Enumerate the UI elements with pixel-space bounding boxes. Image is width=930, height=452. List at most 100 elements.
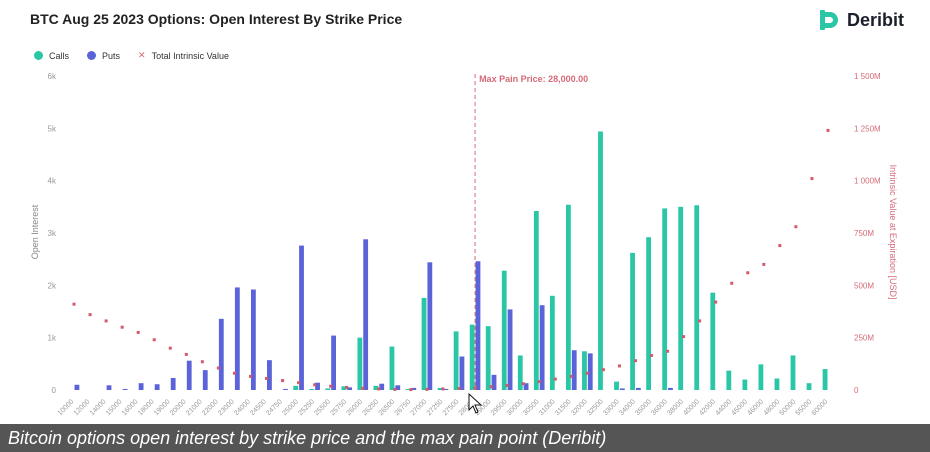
- x-tick-label: 24750: [265, 398, 284, 417]
- legend-item-puts[interactable]: Puts: [87, 51, 120, 61]
- calls-bar: [437, 387, 443, 390]
- x-tick-label: 30000: [506, 398, 525, 417]
- x-tick-label: 25500: [313, 398, 332, 417]
- x-tick-label: 20000: [169, 398, 188, 417]
- x-tick-label: 32000: [570, 398, 589, 417]
- y2-tick-label: 0: [854, 386, 859, 395]
- x-tick-label: 26750: [394, 398, 413, 417]
- y-tick-label: 6k: [48, 72, 57, 81]
- calls-bar: [373, 385, 379, 390]
- chart-title: BTC Aug 25 2023 Options: Open Interest B…: [30, 11, 403, 27]
- intrinsic-value-point: [297, 381, 301, 385]
- calls-bar: [582, 351, 587, 390]
- puts-bar: [202, 370, 208, 390]
- puts-bar: [267, 360, 272, 390]
- intrinsic-value-point: [682, 335, 686, 339]
- intrinsic-value-point: [441, 387, 445, 391]
- calls-bar: [501, 270, 507, 390]
- intrinsic-value-point: [409, 388, 413, 392]
- x-tick-label: 50000: [779, 398, 798, 417]
- puts-bar: [283, 388, 288, 390]
- puts-bar: [315, 382, 320, 390]
- calls-bar: [694, 205, 700, 390]
- y-tick-label: 5k: [48, 124, 57, 133]
- intrinsic-value-point: [393, 387, 397, 391]
- intrinsic-value-point: [168, 346, 172, 350]
- intrinsic-value-point: [72, 302, 76, 306]
- intrinsic-value-point: [377, 387, 381, 391]
- x-tick-label: 34000: [618, 398, 637, 417]
- calls-bar: [341, 386, 347, 390]
- calls-bar: [389, 346, 395, 390]
- intrinsic-swatch-icon: ✕: [138, 50, 146, 60]
- calls-bar: [549, 295, 555, 390]
- x-tick-label: 16000: [121, 398, 140, 417]
- intrinsic-value-point: [730, 281, 734, 285]
- intrinsic-value-point: [666, 349, 670, 353]
- legend-puts-label: Puts: [102, 50, 121, 61]
- puts-bar: [299, 245, 304, 390]
- intrinsic-value-point: [329, 384, 333, 388]
- intrinsic-value-point: [345, 385, 349, 389]
- puts-bar: [138, 383, 144, 390]
- puts-bar: [122, 388, 128, 390]
- puts-bar: [379, 383, 385, 390]
- intrinsic-value-point: [633, 359, 637, 363]
- puts-bar: [218, 318, 224, 390]
- x-tick-label: 32500: [586, 398, 605, 417]
- y2-tick-label: 250M: [854, 334, 874, 343]
- puts-bar: [331, 335, 336, 390]
- calls-bar: [485, 326, 491, 390]
- deribit-logo-icon: [819, 10, 838, 30]
- x-tick-label: 25000: [281, 398, 300, 417]
- intrinsic-value-point: [473, 386, 477, 390]
- x-tick-label: 18000: [137, 398, 156, 417]
- x-tick-label: 31000: [538, 398, 557, 417]
- puts-bar: [234, 287, 240, 390]
- x-tick-label: 36000: [650, 398, 669, 417]
- marks-layer: 0 1k 2k 3k 4k 5k 6k 0 250M 500M 750M 1 000M 1 250M 1 …: [48, 72, 881, 417]
- calls-bar: [566, 204, 571, 390]
- puts-bar: [363, 239, 369, 390]
- legend-calls-label: Calls: [49, 50, 70, 61]
- x-tick-label: 31500: [554, 398, 573, 417]
- y2-tick-label: 750M: [854, 229, 874, 238]
- legend-item-calls[interactable]: Calls: [34, 51, 69, 61]
- calls-bar: [614, 381, 619, 390]
- calls-bar: [293, 385, 299, 390]
- x-tick-label: 27250: [426, 398, 445, 417]
- puts-bar: [250, 289, 256, 390]
- intrinsic-value-point: [232, 371, 236, 375]
- intrinsic-value-point: [313, 383, 317, 387]
- intrinsic-value-point: [88, 313, 92, 317]
- intrinsic-value-point: [136, 330, 140, 334]
- y-tick-label: 1k: [48, 334, 57, 343]
- intrinsic-value-point: [505, 383, 509, 387]
- calls-bar: [774, 378, 780, 390]
- intrinsic-value-point: [810, 177, 814, 181]
- x-tick-label: 33000: [602, 398, 621, 417]
- puts-bar: [427, 262, 433, 390]
- intrinsic-value-point: [553, 377, 557, 381]
- puts-bar: [186, 360, 192, 390]
- intrinsic-value-point: [714, 300, 718, 304]
- calls-bar: [678, 206, 684, 390]
- calls-bar: [533, 211, 539, 390]
- x-tick-label: 23000: [217, 398, 236, 417]
- intrinsic-value-point: [248, 374, 252, 378]
- puts-bar: [411, 387, 417, 390]
- intrinsic-value-point: [569, 374, 573, 378]
- x-tick-label: 26250: [362, 398, 381, 417]
- intrinsic-value-point: [794, 225, 798, 229]
- calls-bar: [357, 337, 363, 390]
- intrinsic-value-point: [537, 380, 541, 384]
- intrinsic-value-point: [425, 387, 429, 391]
- calls-bar: [758, 364, 764, 390]
- intrinsic-value-point: [585, 371, 589, 375]
- legend-item-intrinsic[interactable]: ✕ Total Intrinsic Value: [138, 50, 229, 61]
- calls-bar: [742, 379, 748, 390]
- puts-bar: [635, 387, 641, 390]
- intrinsic-value-point: [104, 319, 108, 323]
- puts-bar: [619, 388, 625, 390]
